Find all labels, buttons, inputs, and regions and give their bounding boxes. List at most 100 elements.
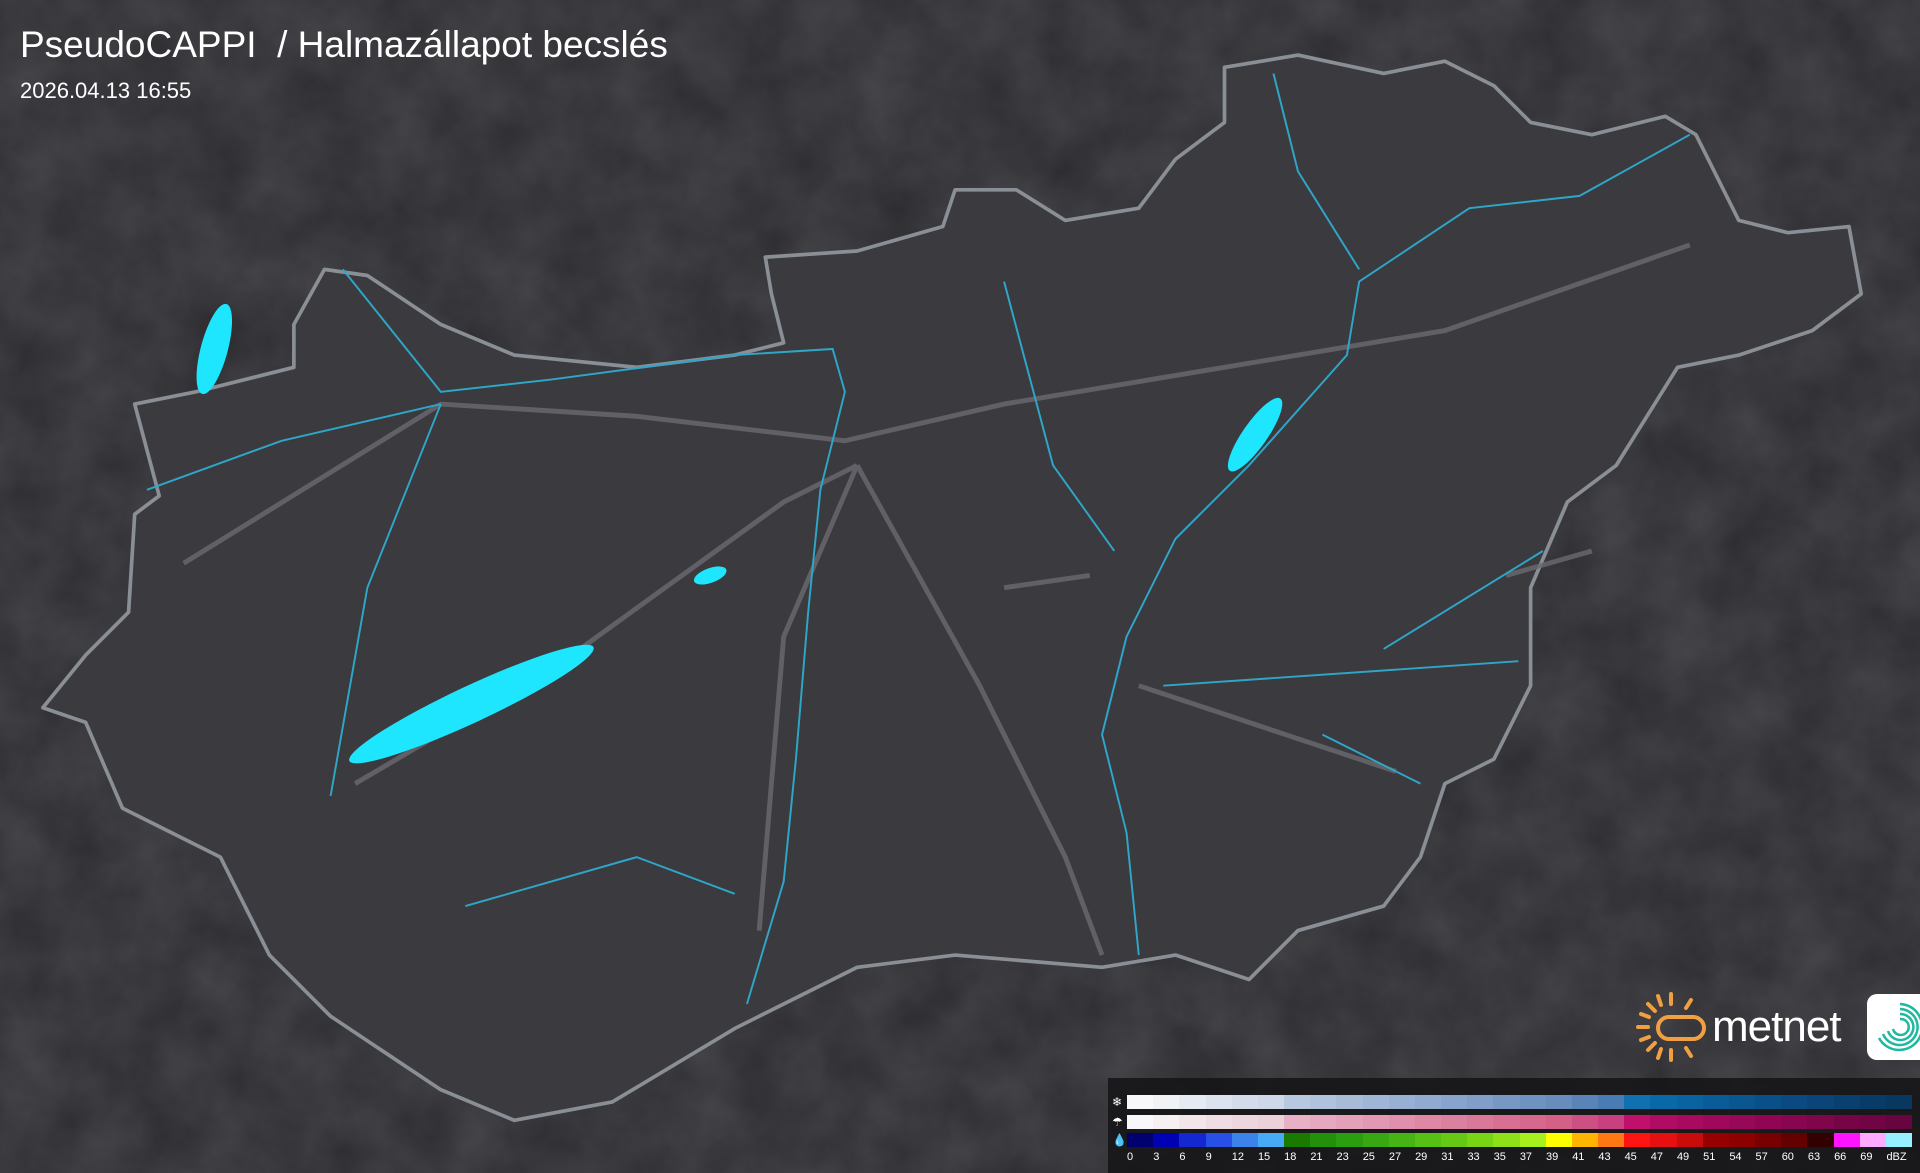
legend-cell	[1885, 1115, 1913, 1129]
legend-cell	[1336, 1115, 1363, 1129]
legend-label: 49	[1676, 1151, 1690, 1163]
legend-cell	[1284, 1115, 1311, 1129]
legend-rain-scale	[1127, 1133, 1913, 1147]
legend-cell	[1336, 1133, 1363, 1147]
legend-cell	[1571, 1115, 1599, 1129]
legend-cell	[1545, 1095, 1572, 1109]
legend-cell	[1467, 1133, 1494, 1147]
legend-cell	[1310, 1133, 1337, 1147]
legend-cell	[1467, 1115, 1494, 1129]
legend-cell	[1598, 1115, 1625, 1129]
legend-cell	[1676, 1133, 1703, 1147]
legend-cell	[1441, 1133, 1468, 1147]
legend-cell	[1833, 1133, 1860, 1147]
legend-mixed-scale	[1127, 1115, 1913, 1129]
legend-label: 47	[1650, 1151, 1663, 1163]
legend-cell	[1231, 1115, 1258, 1129]
sun-icon	[1636, 992, 1706, 1062]
legend-cell	[1441, 1115, 1468, 1129]
legend-cell	[1231, 1095, 1258, 1109]
legend-cell	[1676, 1095, 1703, 1109]
legend-cell	[1650, 1115, 1677, 1129]
legend-cell	[1859, 1095, 1886, 1109]
legend-cell	[1179, 1115, 1206, 1129]
legend-label: 15	[1257, 1151, 1271, 1163]
legend-cell	[1205, 1133, 1232, 1147]
legend-cell	[1545, 1115, 1572, 1129]
legend-label: 63	[1807, 1151, 1821, 1163]
lake-velence	[693, 566, 727, 585]
legend-cell	[1807, 1133, 1834, 1147]
legend-label: 37	[1519, 1151, 1533, 1163]
metnet-swirl-icon	[1866, 994, 1920, 1060]
legend-cell	[1127, 1115, 1154, 1129]
legend-label: 12	[1231, 1151, 1244, 1163]
legend-cell	[1153, 1115, 1180, 1129]
legend-cell	[1414, 1095, 1442, 1109]
legend-cell	[1702, 1095, 1729, 1109]
legend-cell	[1414, 1133, 1442, 1147]
sleet-icon: ☂	[1112, 1115, 1123, 1129]
legend-label: 33	[1467, 1151, 1480, 1163]
legend-label: 54	[1729, 1151, 1742, 1163]
legend-cell	[1833, 1095, 1860, 1109]
lake-tisza	[1227, 397, 1283, 472]
legend-label: 51	[1703, 1151, 1716, 1163]
dbz-legend: ❄ ☂ 💧 0 3 6 9 12 15 18 21 23 25 27 29 31 33 35 37 39 41 43…	[1108, 1078, 1920, 1173]
legend-cell	[1257, 1133, 1285, 1147]
legend-cell	[1205, 1095, 1232, 1109]
legend-cell	[1650, 1095, 1677, 1109]
legend-label: 69	[1860, 1151, 1873, 1163]
legend-cell	[1624, 1133, 1651, 1147]
legend-snow-scale	[1127, 1095, 1913, 1109]
legend-label: 41	[1572, 1151, 1585, 1163]
legend-cell	[1179, 1133, 1206, 1147]
river-danube	[342, 268, 846, 1005]
legend-cell	[1807, 1115, 1834, 1129]
legend-cell	[1519, 1115, 1546, 1129]
legend-cell	[1441, 1095, 1468, 1109]
lake-neusiedl	[196, 303, 233, 395]
legend-label: 23	[1336, 1151, 1349, 1163]
legend-cell	[1885, 1133, 1913, 1147]
legend-cell	[1624, 1115, 1651, 1129]
legend-cell	[1388, 1115, 1415, 1129]
legend-cell	[1127, 1095, 1154, 1109]
rivers	[146, 73, 1691, 1005]
legend-cell	[1728, 1133, 1756, 1147]
legend-label: 57	[1755, 1151, 1768, 1163]
timestamp: 2026.04.13 16:55	[20, 78, 192, 103]
legend-label: 25	[1362, 1151, 1375, 1163]
legend-cell	[1153, 1095, 1180, 1109]
legend-label: 31	[1441, 1151, 1454, 1163]
legend-cell	[1781, 1095, 1808, 1109]
legend-cell	[1257, 1115, 1285, 1129]
legend-label: dBZ	[1886, 1151, 1907, 1163]
legend-label: 35	[1493, 1151, 1506, 1163]
raindrop-icon: 💧	[1112, 1133, 1127, 1147]
roads	[182, 242, 1691, 956]
page-title: PseudoCAPPI / Halmazállapot becslés	[20, 24, 668, 65]
legend-cell	[1676, 1115, 1703, 1129]
legend-cell	[1127, 1133, 1154, 1147]
legend-cell	[1362, 1133, 1389, 1147]
legend-label: 60	[1781, 1151, 1794, 1163]
legend-cell	[1781, 1133, 1808, 1147]
legend-cell	[1179, 1095, 1206, 1109]
legend-cell	[1310, 1095, 1337, 1109]
legend-cell	[1467, 1095, 1494, 1109]
snowflake-icon: ❄	[1112, 1095, 1123, 1109]
legend-cell	[1545, 1133, 1572, 1147]
legend-cell	[1859, 1115, 1886, 1129]
legend-label: 29	[1415, 1151, 1428, 1163]
legend-label: 66	[1834, 1151, 1847, 1163]
legend-cell	[1650, 1133, 1677, 1147]
legend-cell	[1388, 1095, 1415, 1109]
legend-cell	[1414, 1115, 1442, 1129]
legend-label: 3	[1153, 1151, 1160, 1163]
legend-cell	[1493, 1115, 1520, 1129]
legend-cell	[1284, 1133, 1311, 1147]
legend-label: 0	[1127, 1151, 1134, 1163]
legend-label: 21	[1310, 1151, 1323, 1163]
